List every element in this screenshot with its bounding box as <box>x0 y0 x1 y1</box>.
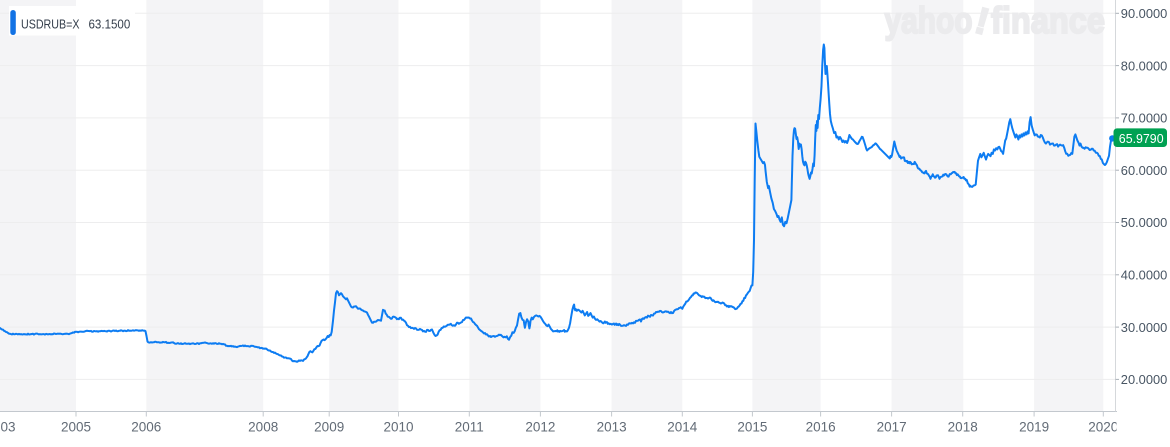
svg-text:2017: 2017 <box>877 420 907 435</box>
svg-text:2012: 2012 <box>525 420 555 435</box>
svg-text:2019: 2019 <box>1019 420 1049 435</box>
svg-text:03: 03 <box>1 420 16 435</box>
svg-text:2014: 2014 <box>667 420 698 435</box>
svg-text:2015: 2015 <box>737 420 767 435</box>
svg-text:63.1500: 63.1500 <box>89 17 131 32</box>
svg-text:20.0000: 20.0000 <box>1121 372 1168 387</box>
svg-text:finance: finance <box>991 0 1105 41</box>
svg-text:2006: 2006 <box>131 420 161 435</box>
svg-text:2009: 2009 <box>314 420 344 435</box>
svg-text:2010: 2010 <box>383 420 413 435</box>
svg-text:2008: 2008 <box>248 420 278 435</box>
svg-text:40.0000: 40.0000 <box>1121 268 1168 283</box>
svg-text:60.0000: 60.0000 <box>1121 163 1168 178</box>
svg-text:50.0000: 50.0000 <box>1121 215 1168 230</box>
svg-text:90.0000: 90.0000 <box>1121 6 1168 21</box>
svg-text:80.0000: 80.0000 <box>1121 58 1168 73</box>
svg-text:70.0000: 70.0000 <box>1121 111 1168 126</box>
svg-text:USDRUB=X: USDRUB=X <box>21 17 80 32</box>
svg-text:2013: 2013 <box>597 420 627 435</box>
svg-text:65.9790: 65.9790 <box>1119 132 1164 146</box>
svg-text:2005: 2005 <box>61 420 91 435</box>
svg-text:30.0000: 30.0000 <box>1121 320 1168 335</box>
svg-text:2018: 2018 <box>948 420 978 435</box>
svg-text:2020: 2020 <box>1088 420 1118 435</box>
svg-text:2011: 2011 <box>455 420 484 435</box>
svg-text:2016: 2016 <box>806 420 836 435</box>
svg-text:yahoo: yahoo <box>885 0 973 41</box>
